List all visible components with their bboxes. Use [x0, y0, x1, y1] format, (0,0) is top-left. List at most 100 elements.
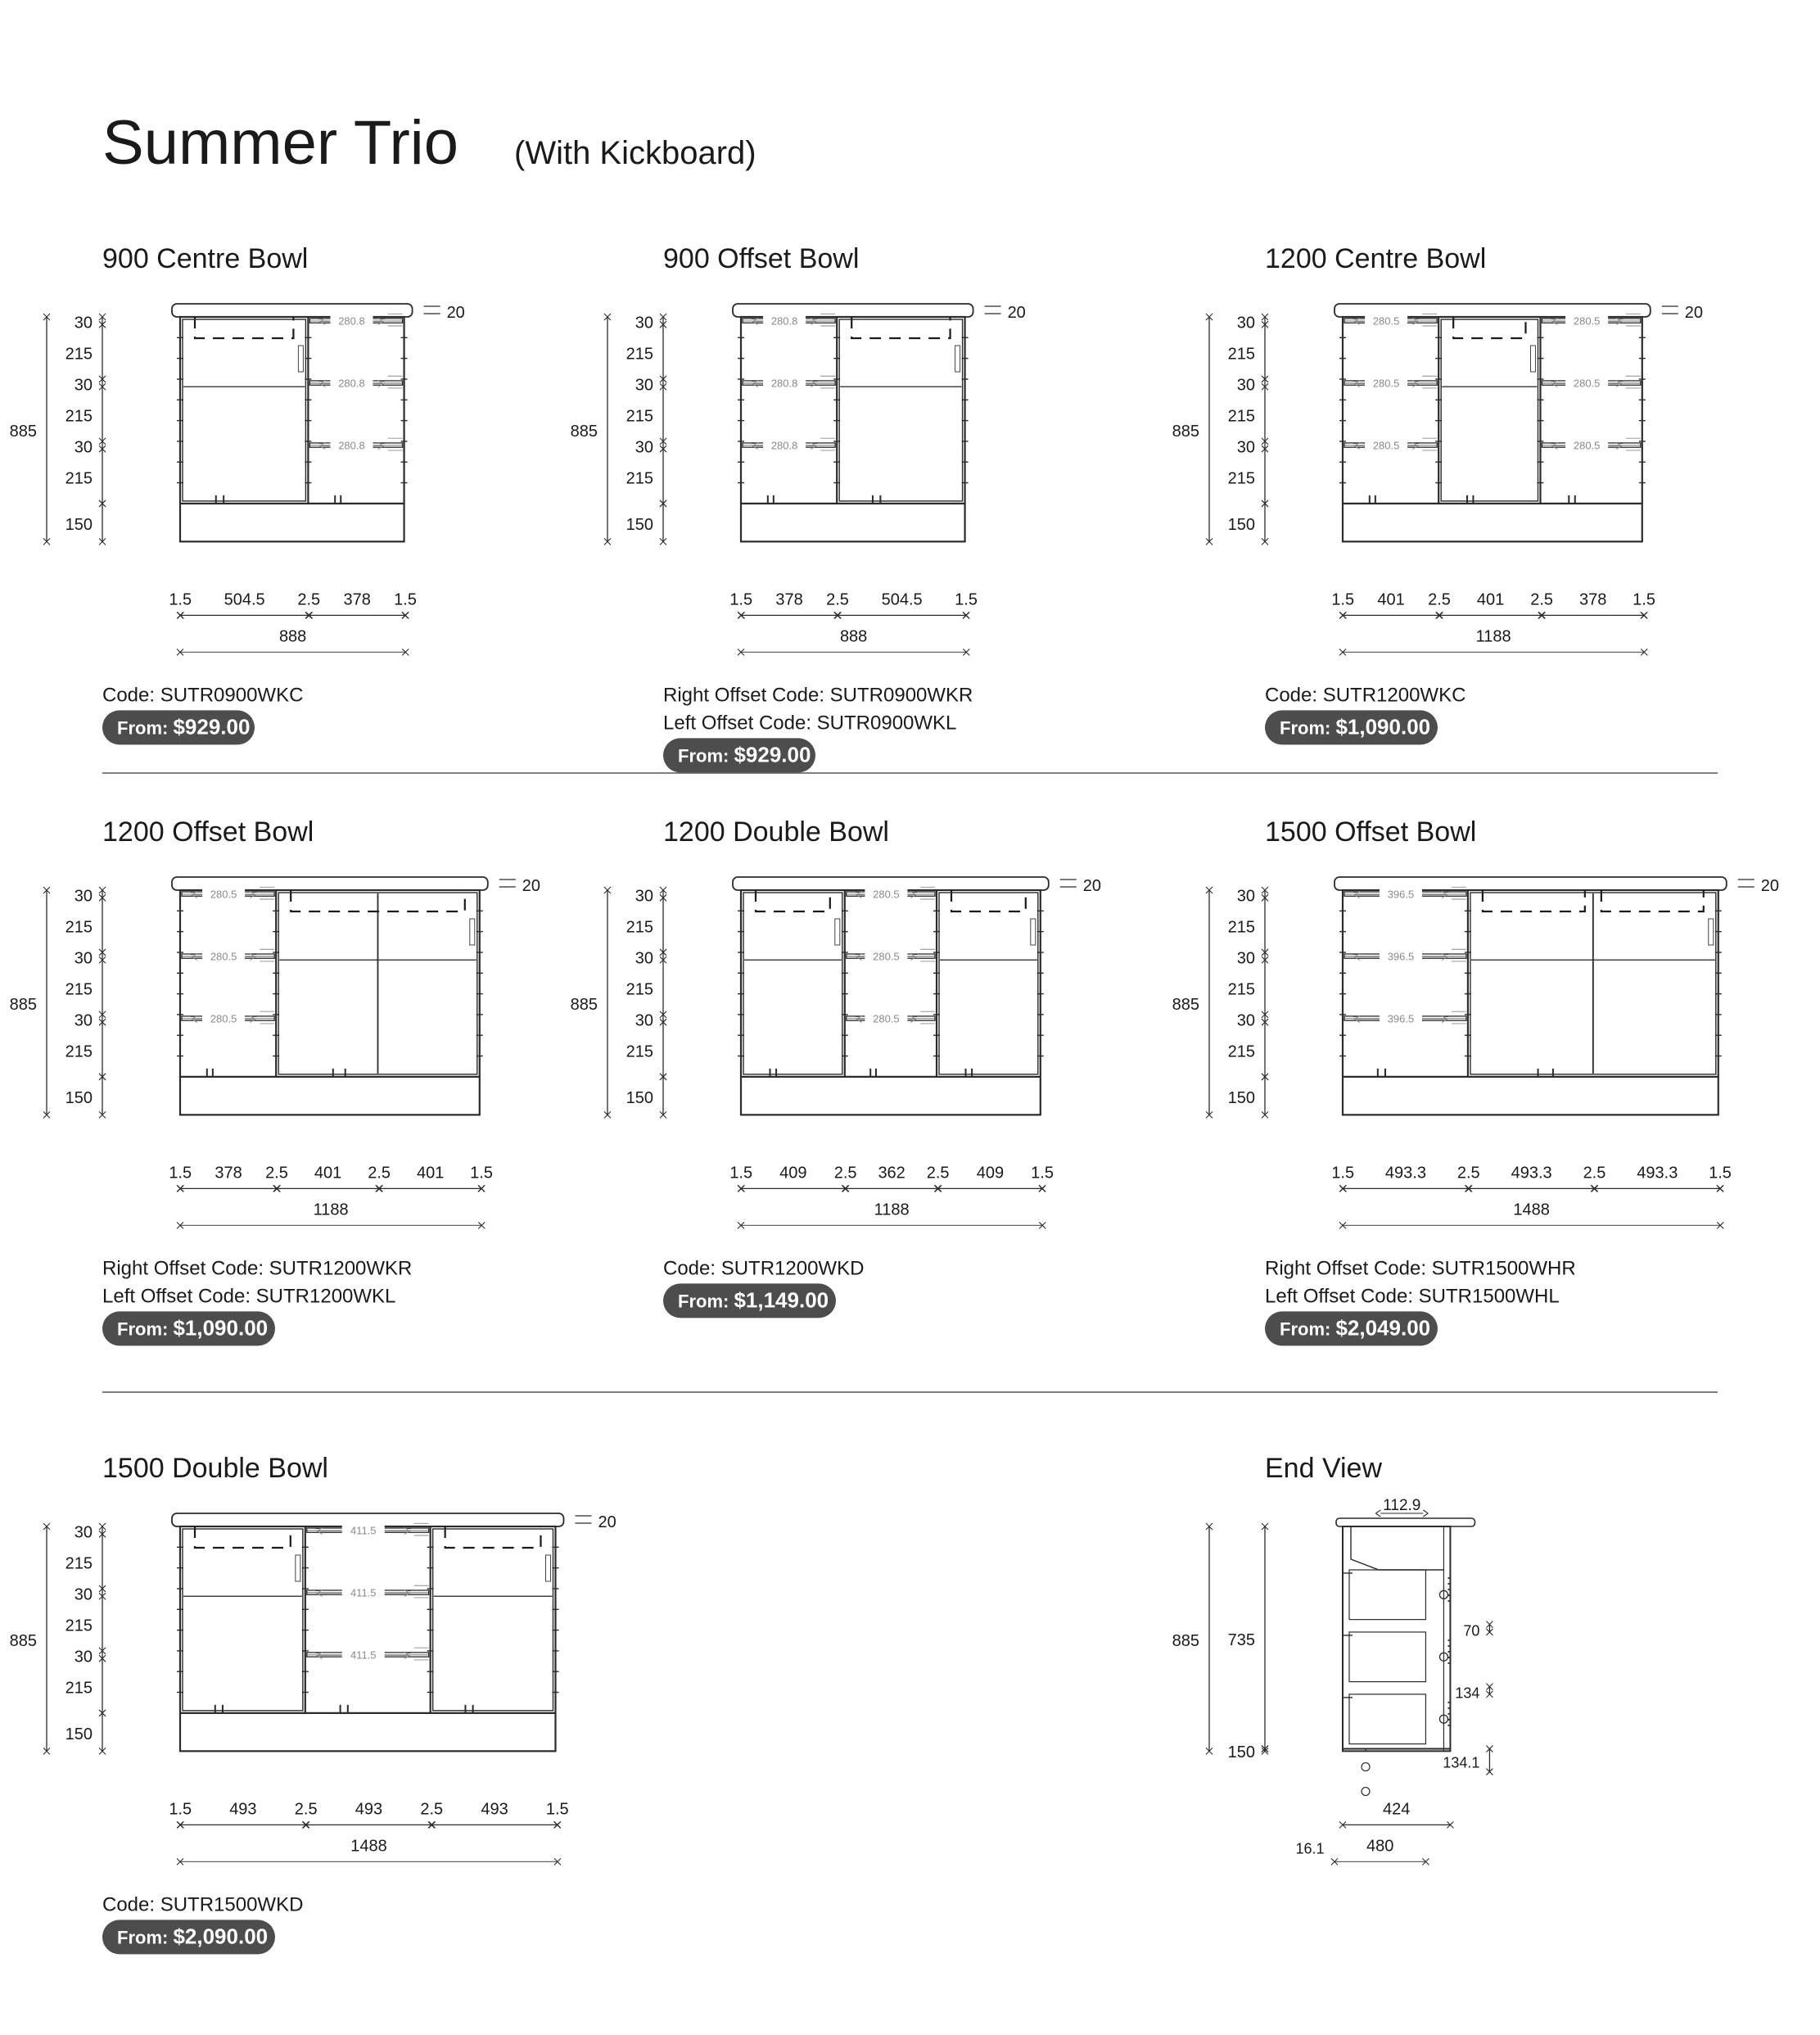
svg-text:215: 215: [65, 346, 93, 364]
svg-text:215: 215: [626, 346, 653, 364]
svg-text:Right Offset Code: SUTR1500WH: Right Offset Code: SUTR1500WHR: [1265, 1257, 1576, 1279]
svg-text:280.8: 280.8: [771, 378, 798, 390]
svg-text:30: 30: [635, 314, 653, 332]
svg-text:1488: 1488: [350, 1837, 387, 1855]
svg-text:215: 215: [65, 1617, 93, 1635]
svg-text:1.5: 1.5: [1331, 590, 1354, 608]
svg-text:280.5: 280.5: [210, 889, 237, 901]
svg-text:215: 215: [1228, 470, 1255, 488]
svg-text:504.5: 504.5: [882, 590, 923, 608]
svg-text:215: 215: [626, 408, 653, 426]
svg-text:885: 885: [10, 1632, 37, 1650]
svg-text:1500 Offset Bowl: 1500 Offset Bowl: [1265, 816, 1476, 848]
svg-text:280.5: 280.5: [873, 1013, 900, 1025]
svg-text:From: $1,090.00: From: $1,090.00: [1280, 714, 1430, 739]
svg-text:378: 378: [1579, 590, 1606, 608]
svg-text:280.5: 280.5: [1373, 378, 1400, 390]
svg-text:End View: End View: [1265, 1453, 1382, 1484]
svg-text:215: 215: [1228, 981, 1255, 999]
svg-text:150: 150: [626, 516, 653, 534]
svg-text:1.5: 1.5: [169, 1164, 192, 1182]
svg-text:215: 215: [65, 1555, 93, 1573]
svg-text:150: 150: [65, 516, 93, 534]
svg-text:888: 888: [279, 627, 306, 645]
svg-text:1.5: 1.5: [955, 590, 978, 608]
svg-text:362: 362: [878, 1164, 905, 1182]
svg-text:1188: 1188: [874, 1201, 910, 1219]
svg-text:396.5: 396.5: [1388, 1013, 1415, 1025]
svg-text:30: 30: [635, 888, 653, 906]
svg-text:215: 215: [1228, 346, 1255, 364]
svg-text:378: 378: [344, 590, 371, 608]
svg-text:885: 885: [1172, 1632, 1199, 1650]
svg-text:Right Offset Code: SUTR0900WK: Right Offset Code: SUTR0900WKR: [663, 684, 973, 706]
svg-text:2.5: 2.5: [1583, 1164, 1606, 1182]
svg-text:280.5: 280.5: [1574, 315, 1601, 328]
svg-text:215: 215: [626, 470, 653, 488]
svg-text:From: $1,149.00: From: $1,149.00: [678, 1287, 829, 1312]
svg-text:885: 885: [1172, 996, 1199, 1014]
svg-text:409: 409: [779, 1164, 806, 1182]
svg-text:1188: 1188: [1476, 627, 1511, 645]
svg-text:504.5: 504.5: [224, 590, 265, 608]
svg-text:30: 30: [75, 1524, 93, 1542]
svg-text:30: 30: [1237, 1012, 1255, 1030]
svg-text:30: 30: [75, 314, 93, 332]
svg-text:Left Offset Code: SUTR1500WHL: Left Offset Code: SUTR1500WHL: [1265, 1285, 1560, 1307]
svg-text:Code: SUTR1200WKC: Code: SUTR1200WKC: [1265, 684, 1465, 706]
svg-text:20: 20: [598, 1513, 616, 1531]
svg-text:1.5: 1.5: [394, 590, 417, 608]
svg-text:1.5: 1.5: [729, 590, 752, 608]
svg-text:30: 30: [1237, 950, 1255, 968]
svg-text:1.5: 1.5: [169, 590, 192, 608]
svg-text:215: 215: [1228, 919, 1255, 937]
svg-text:30: 30: [1237, 314, 1255, 332]
svg-text:From: $929.00: From: $929.00: [117, 714, 250, 739]
svg-text:493: 493: [481, 1800, 508, 1818]
svg-text:30: 30: [635, 377, 653, 395]
svg-text:20: 20: [1685, 304, 1703, 322]
svg-text:215: 215: [65, 408, 93, 426]
svg-text:1500 Double Bowl: 1500 Double Bowl: [102, 1453, 328, 1484]
svg-text:378: 378: [775, 590, 802, 608]
svg-text:30: 30: [75, 888, 93, 906]
svg-text:2.5: 2.5: [265, 1164, 288, 1182]
svg-text:30: 30: [635, 439, 653, 457]
svg-text:1.5: 1.5: [729, 1164, 752, 1182]
svg-text:Right Offset Code: SUTR1200WK: Right Offset Code: SUTR1200WKR: [102, 1257, 412, 1279]
svg-text:885: 885: [10, 996, 37, 1014]
svg-text:411.5: 411.5: [350, 1587, 377, 1599]
svg-text:Summer Trio: Summer Trio: [102, 108, 458, 178]
svg-text:112.9: 112.9: [1383, 1497, 1420, 1514]
svg-text:150: 150: [65, 1725, 93, 1743]
svg-text:Left Offset Code: SUTR0900WKL: Left Offset Code: SUTR0900WKL: [663, 712, 956, 734]
svg-text:1200 Offset Bowl: 1200 Offset Bowl: [102, 816, 314, 848]
svg-text:396.5: 396.5: [1388, 951, 1415, 963]
svg-text:30: 30: [75, 377, 93, 395]
svg-text:493.3: 493.3: [1511, 1164, 1552, 1182]
svg-text:1.5: 1.5: [1031, 1164, 1054, 1182]
svg-text:From: $1,090.00: From: $1,090.00: [117, 1315, 268, 1340]
svg-text:280.8: 280.8: [338, 315, 365, 328]
svg-text:1.5: 1.5: [546, 1800, 569, 1818]
svg-text:20: 20: [522, 877, 540, 895]
svg-text:900 Offset Bowl: 900 Offset Bowl: [663, 243, 859, 274]
svg-text:20: 20: [1761, 877, 1779, 895]
svg-text:280.5: 280.5: [873, 889, 900, 901]
svg-text:150: 150: [65, 1089, 93, 1107]
svg-text:2.5: 2.5: [368, 1164, 391, 1182]
svg-text:215: 215: [1228, 1043, 1255, 1061]
svg-text:215: 215: [626, 919, 653, 937]
svg-text:150: 150: [1228, 516, 1255, 534]
svg-text:280.5: 280.5: [1373, 440, 1400, 452]
svg-text:2.5: 2.5: [420, 1800, 443, 1818]
svg-text:401: 401: [1377, 590, 1404, 608]
svg-text:885: 885: [571, 996, 598, 1014]
svg-text:134: 134: [1455, 1685, 1479, 1701]
svg-text:16.1: 16.1: [1295, 1840, 1324, 1856]
svg-text:(With Kickboard): (With Kickboard): [514, 135, 756, 171]
svg-text:1.5: 1.5: [1709, 1164, 1732, 1182]
svg-text:30: 30: [75, 950, 93, 968]
svg-text:30: 30: [635, 950, 653, 968]
svg-text:1200 Centre Bowl: 1200 Centre Bowl: [1265, 243, 1486, 274]
